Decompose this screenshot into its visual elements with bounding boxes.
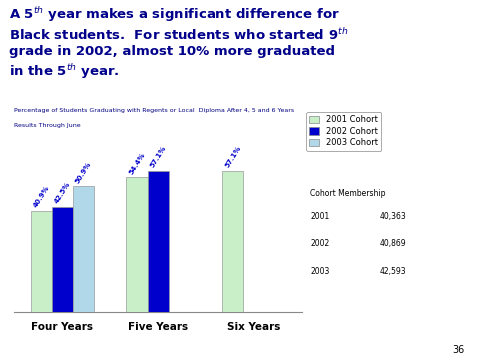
- Text: 54.4%: 54.4%: [128, 151, 146, 175]
- Bar: [73, 186, 94, 312]
- Text: 2003: 2003: [310, 267, 330, 276]
- Text: A 5$^{th}$ year makes a significant difference for
Black students.  For students: A 5$^{th}$ year makes a significant diff…: [10, 5, 349, 81]
- Bar: [31, 211, 52, 312]
- Text: 40.9%: 40.9%: [32, 185, 50, 209]
- Text: 2002: 2002: [310, 239, 330, 248]
- Text: 42,593: 42,593: [379, 267, 406, 276]
- Text: 36: 36: [452, 345, 465, 355]
- Text: Results Through June: Results Through June: [14, 123, 81, 129]
- Text: 42.5%: 42.5%: [53, 181, 71, 205]
- Text: 40,363: 40,363: [379, 212, 406, 221]
- Bar: [222, 171, 243, 312]
- Text: 40,869: 40,869: [379, 239, 406, 248]
- Text: 50.9%: 50.9%: [74, 160, 92, 184]
- Bar: [126, 177, 148, 312]
- Bar: [52, 207, 73, 312]
- Bar: [148, 171, 169, 312]
- Text: Cohort Membership: Cohort Membership: [310, 189, 386, 198]
- Text: 57.1%: 57.1%: [224, 145, 242, 169]
- Text: 57.1%: 57.1%: [149, 145, 167, 169]
- Text: 2001: 2001: [310, 212, 330, 221]
- Legend: 2001 Cohort, 2002 Cohort, 2003 Cohort: 2001 Cohort, 2002 Cohort, 2003 Cohort: [306, 112, 381, 150]
- Text: Percentage of Students Graduating with Regents or Local  Diploma After 4, 5 and : Percentage of Students Graduating with R…: [14, 108, 295, 113]
